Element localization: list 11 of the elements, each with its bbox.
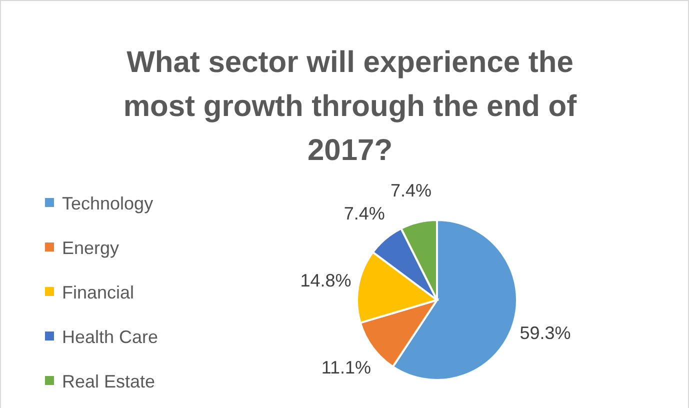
chart-title: What sector will experience the most growth through the end of 2017? xyxy=(123,46,578,167)
data-label: 11.1% xyxy=(321,358,372,378)
data-label: 14.8% xyxy=(300,270,352,291)
data-label: 59.3% xyxy=(520,322,571,343)
data-label: 7.4% xyxy=(344,204,385,224)
data-label: 7.4% xyxy=(390,180,432,200)
legend-label: Financial xyxy=(62,282,134,302)
legend-label: Health Care xyxy=(62,326,158,347)
legend-label: Real Estate xyxy=(62,371,156,392)
legend-label: Energy xyxy=(62,238,120,258)
legend-label: Technology xyxy=(62,193,154,214)
